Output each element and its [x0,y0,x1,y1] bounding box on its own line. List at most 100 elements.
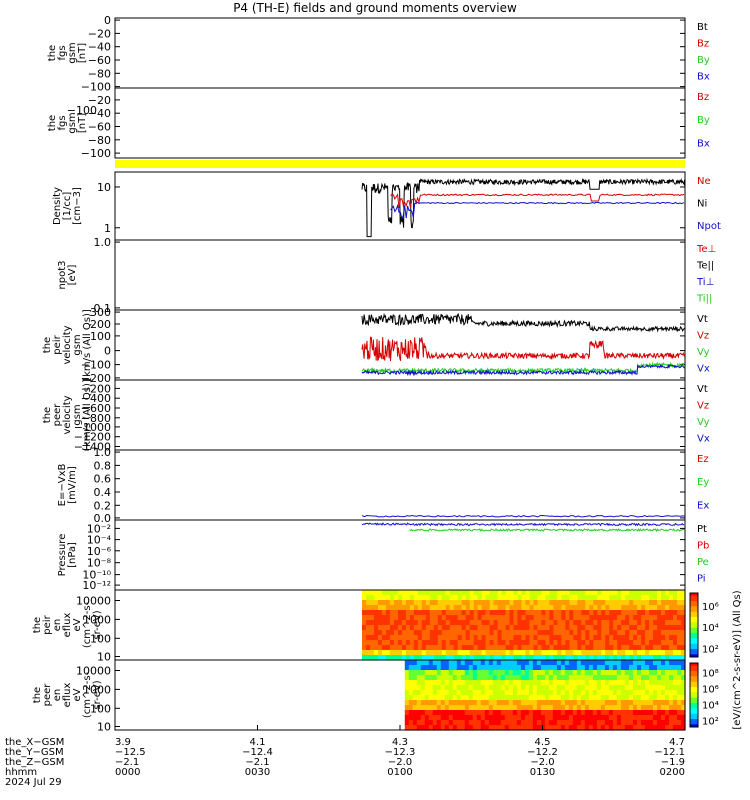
spectro-cell [620,710,626,716]
spectro-cell [436,670,442,676]
spectro-cell [417,620,423,626]
spectro-cell [665,660,670,666]
spectro-cell [460,720,466,726]
spectro-cell [429,620,435,626]
spectro-cell [436,720,442,726]
spectro-cell [405,635,411,641]
spectro-cell [440,720,446,726]
spectro-cell [374,640,379,646]
spectro-cell [521,590,527,596]
spectro-cell [537,610,543,616]
spectro-cell [517,625,523,631]
spectro-cell [629,600,634,606]
spectro-cell [477,635,483,641]
spectro-cell [556,685,562,691]
spectro-cell [424,705,430,711]
spectro-cell [596,725,602,731]
spectro-cell [621,595,626,601]
spectro-cell [560,665,566,671]
spectro-cell [457,620,463,626]
spectro-cell [645,640,650,646]
y-tick-label: −100 [81,359,111,372]
spectro-cell [616,680,622,686]
spectro-cell [544,705,550,711]
y-tick-label: 10000 [76,595,111,608]
spectro-cell [493,605,499,611]
spectro-cell [464,725,470,731]
spectro-cell [500,695,506,701]
spectro-cell [366,590,371,596]
spectro-cell [589,655,594,661]
spectro-cell [397,595,403,601]
spectro-cell [633,715,638,721]
spectro-cell [581,595,586,601]
spectro-cell [424,720,430,726]
spectro-cell [649,685,654,691]
spectro-cell [421,600,427,606]
spectro-cell [393,655,399,661]
spectro-cell [576,690,582,696]
spectro-cell [597,635,602,641]
spectro-cell [561,645,566,651]
spectro-cell [497,620,503,626]
spectro-cell [389,635,395,641]
spectro-cell [421,615,427,621]
spectro-cell [560,720,566,726]
spectro-cell [537,590,543,596]
spectro-cell [569,650,574,656]
spectro-cell [616,670,622,676]
spectro-cell [508,675,514,681]
spectro-cell [629,665,634,671]
spectro-cell [441,625,447,631]
spectro-cell [533,655,539,661]
spectro-cell [645,720,650,726]
spectro-cell [397,645,403,651]
spectro-cell [370,650,375,656]
spectro-cell [657,595,662,601]
spectro-cell [461,645,467,651]
spectro-cell [613,645,618,651]
spectro-cell [657,615,662,621]
spectro-cell [629,605,634,611]
spectro-cell [580,670,586,676]
spectro-cell [516,660,522,666]
spectro-cell [524,710,530,716]
figure-title: P4 (TH-E) fields and ground moments over… [233,1,517,15]
spectro-cell [508,680,514,686]
spectro-cell [545,615,550,621]
spectro-cell [520,690,526,696]
y-axis-label-ivel: the peir velocity gsm [km/s (All Qs)] [42,309,93,381]
y-axis-label-density: Density [1/cc] [cm−3] [52,187,83,225]
spectro-cell [573,640,578,646]
spectro-cell [649,700,654,706]
spectro-cell [549,630,554,636]
spectro-cell [449,645,455,651]
spectro-cell [561,620,566,626]
spectro-cell [533,620,539,626]
spectro-cell [413,595,419,601]
spectro-cell [681,685,686,691]
spectro-cell [577,625,582,631]
spectro-cell [548,670,554,676]
spectro-cell [513,650,519,656]
spectro-cell [641,695,646,701]
spectro-cell [436,680,442,686]
spectro-cell [385,605,391,611]
spectro-cell [500,725,506,731]
spectro-cell [457,590,463,596]
spectro-cell [444,670,450,676]
spectro-cell [389,600,395,606]
spectro-cell [584,660,590,666]
spectro-cell [677,640,682,646]
y-axis-label-line: the [42,337,53,353]
spectro-cell [625,625,630,631]
spectro-cell [637,645,642,651]
spectro-cell [485,620,491,626]
spectro-cell [449,605,455,611]
spectro-cell [528,665,534,671]
spectro-cell [457,635,463,641]
spectro-cell [621,645,626,651]
spectro-cell [468,690,474,696]
spectro-cell [681,695,686,701]
spectro-cell [549,625,554,631]
